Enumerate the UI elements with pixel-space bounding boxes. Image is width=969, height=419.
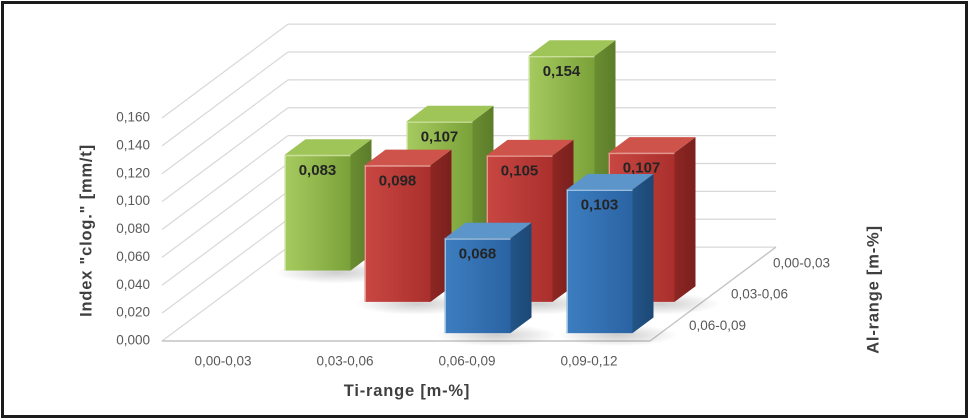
y-tick-label: 0,000 bbox=[116, 333, 150, 348]
y-tick-label: 0,160 bbox=[116, 110, 150, 125]
bar-value-label: 0,103 bbox=[581, 197, 619, 214]
bar-top-face bbox=[406, 105, 494, 122]
grid-line-diagonal bbox=[161, 79, 289, 175]
grid-line-diagonal bbox=[161, 23, 289, 119]
floor-right-edge bbox=[649, 246, 777, 342]
y-tick-label: 0,120 bbox=[116, 165, 150, 180]
grid-line-diagonal bbox=[161, 135, 289, 230]
bar-side-face bbox=[674, 137, 696, 302]
grid-line-diagonal bbox=[161, 190, 289, 286]
bar-top-face bbox=[284, 139, 372, 155]
bar: 0,103 bbox=[558, 173, 678, 347]
bar-front-face bbox=[444, 238, 511, 334]
bar-value-label: 0,068 bbox=[459, 245, 497, 262]
grid-line-diagonal bbox=[161, 162, 289, 258]
x-category-label: 0,03-0,06 bbox=[316, 354, 373, 369]
bar-top-face bbox=[608, 137, 696, 153]
bar-front-face bbox=[364, 165, 431, 302]
bar-value-label: 0,107 bbox=[421, 128, 459, 145]
z-axis-title: Al-range [m-%] bbox=[864, 225, 883, 354]
bar-value-label: 0,105 bbox=[501, 163, 539, 180]
x-axis-labels: 0,00-0,03 0,03-0,06 0,06-0,09 0,09-0,12 bbox=[194, 354, 617, 369]
y-tick-label: 0,040 bbox=[116, 277, 150, 292]
bar-value-label: 0,083 bbox=[299, 162, 337, 179]
z-axis-labels: 0,06-0,09 0,03-0,06 0,00-0,03 bbox=[689, 255, 830, 333]
y-tick-label: 0,080 bbox=[116, 221, 150, 236]
z-category-label: 0,00-0,03 bbox=[773, 255, 830, 270]
z-category-label: 0,06-0,09 bbox=[689, 318, 746, 333]
bar-front-face bbox=[566, 189, 633, 334]
bar-top-face bbox=[444, 222, 532, 239]
bar-front-face bbox=[284, 154, 351, 271]
bar-top-face bbox=[566, 173, 654, 190]
z-category-label: 0,03-0,06 bbox=[731, 287, 788, 302]
bars: 0,083 0,107 0,154 0,098 0,105 0,107 0,068 0,103 bbox=[276, 40, 720, 347]
y-tick-label: 0,100 bbox=[116, 193, 150, 208]
bar-side-face bbox=[510, 222, 532, 334]
y-axis-title: Index "clog." [mm/t] bbox=[77, 144, 96, 317]
y-axis-labels: 0,000 0,020 0,040 0,060 0,080 0,100 0,120 0,140… bbox=[116, 110, 150, 348]
bar-top-face bbox=[486, 139, 574, 156]
grid-line-diagonal bbox=[161, 51, 289, 147]
bar: 0,068 bbox=[436, 222, 556, 347]
y-tick-label: 0,060 bbox=[116, 249, 150, 264]
x-category-label: 0,06-0,09 bbox=[438, 354, 495, 369]
bar-value-label: 0,154 bbox=[543, 63, 581, 80]
bar-value-label: 0,098 bbox=[379, 172, 417, 189]
grid-line-diagonal bbox=[161, 107, 289, 203]
y-tick-label: 0,020 bbox=[116, 305, 150, 320]
y-tick-label: 0,140 bbox=[116, 137, 150, 152]
grid-line-diagonal bbox=[161, 246, 289, 342]
x-category-label: 0,00-0,03 bbox=[194, 354, 251, 369]
bar-top-face bbox=[364, 149, 452, 166]
bar-value-label: 0,107 bbox=[623, 160, 661, 177]
bar-side-face bbox=[632, 173, 654, 334]
bar-top-face bbox=[528, 40, 616, 56]
x-category-label: 0,09-0,12 bbox=[560, 354, 617, 369]
x-axis-title: Ti-range [m-%] bbox=[343, 382, 471, 400]
grid-line-diagonal bbox=[161, 218, 289, 314]
